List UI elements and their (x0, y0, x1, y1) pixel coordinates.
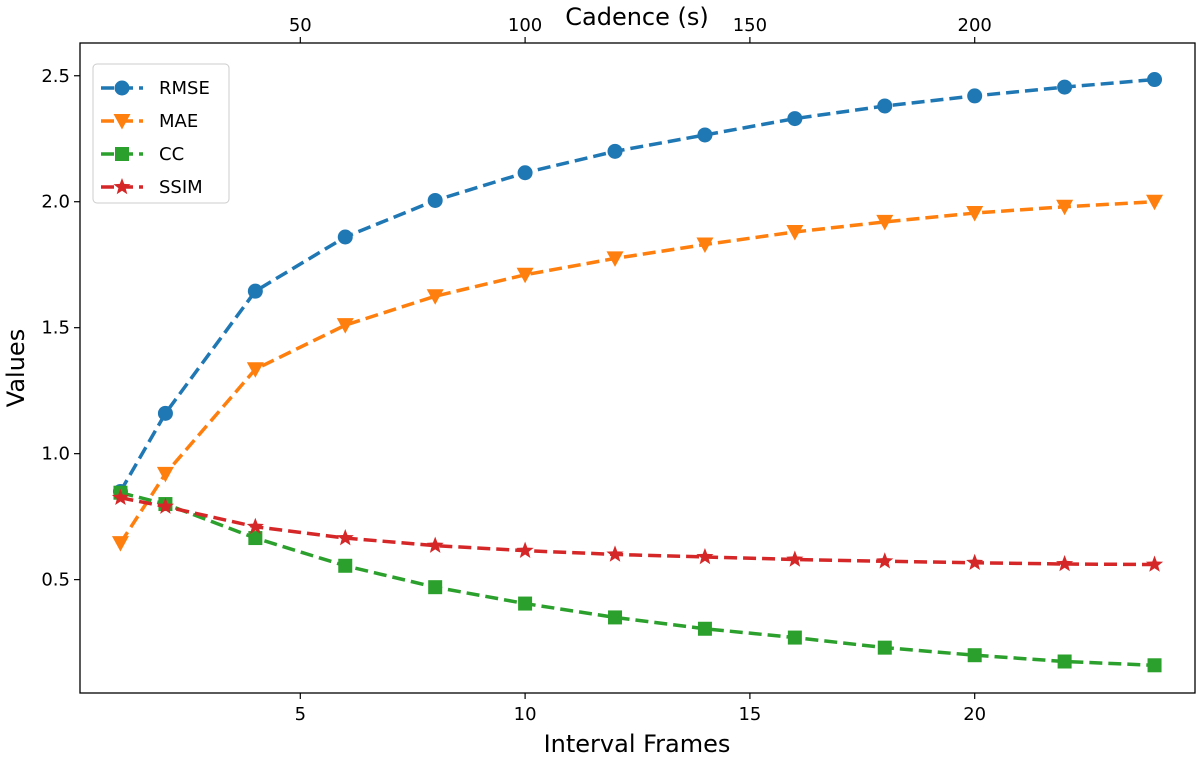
top-axis: 50 100 150 200 (289, 15, 992, 43)
left-axis: 0.5 1.0 1.5 2.0 2.5 (41, 66, 80, 591)
data-point-mae (876, 214, 894, 231)
data-point-cc (518, 596, 533, 611)
x-tick-label: 5 (295, 704, 306, 725)
data-point-mae (696, 237, 714, 254)
data-point-cc (877, 640, 892, 655)
data-point-ssim (966, 553, 984, 571)
legend-label-cc: CC (159, 144, 184, 165)
legend-marker-rmse (114, 80, 130, 96)
legend-item-ssim: SSIM (101, 177, 203, 198)
y-axis-title: Values (2, 329, 30, 407)
data-point-ssim (111, 488, 130, 506)
data-point-ssim (786, 550, 804, 567)
data-point-rmse (1147, 72, 1163, 88)
y-tick-label: 2.5 (41, 66, 70, 87)
data-point-mae (606, 251, 624, 267)
x-axis-title: Interval Frames (544, 730, 731, 757)
data-point-mae (1056, 199, 1074, 216)
legend-label-ssim: SSIM (159, 177, 203, 198)
series-rmse (112, 72, 1163, 499)
data-point-ssim (156, 497, 174, 514)
data-point-rmse (697, 127, 713, 143)
data-point-rmse (877, 98, 893, 114)
data-point-mae (246, 362, 264, 378)
legend-item-rmse: RMSE (101, 78, 210, 99)
data-point-ssim (1145, 555, 1164, 572)
data-point-ssim (336, 529, 354, 546)
y-tick-label: 0.5 (41, 570, 70, 591)
legend-item-mae: MAE (101, 111, 198, 132)
data-point-rmse (337, 229, 353, 245)
data-point-rmse (967, 88, 983, 104)
x2-tick-label: 150 (733, 15, 767, 36)
x2-tick-label: 50 (289, 15, 312, 36)
data-point-mae (111, 536, 129, 552)
legend-label-mae: MAE (159, 111, 198, 132)
data-point-mae (336, 318, 354, 334)
legend-marker-ssim (113, 178, 131, 195)
x2-axis-title: Cadence (s) (565, 3, 709, 31)
series-mae (111, 194, 1164, 552)
data-point-rmse (1057, 79, 1073, 95)
x2-tick-label: 200 (958, 15, 992, 36)
data-point-ssim (1056, 555, 1074, 572)
data-point-cc (428, 580, 443, 595)
y-tick-label: 2.0 (41, 192, 70, 213)
data-point-cc (608, 610, 623, 625)
data-point-ssim (516, 541, 534, 558)
data-point-cc (248, 531, 263, 546)
plot-area (79, 42, 1196, 694)
data-point-mae (156, 466, 174, 483)
legend: RMSE MAE CC SSIM (92, 63, 230, 204)
data-point-rmse (247, 283, 263, 299)
series-layer (111, 72, 1164, 673)
data-point-rmse (787, 111, 803, 127)
data-point-cc (697, 621, 712, 636)
x-tick-label: 10 (514, 704, 537, 725)
legend-item-cc: CC (101, 144, 184, 165)
data-point-ssim (606, 545, 624, 562)
x-tick-label: 20 (963, 704, 986, 725)
x2-tick-label: 100 (508, 15, 542, 36)
data-point-mae (966, 206, 984, 222)
data-point-cc (967, 648, 982, 663)
legend-label-rmse: RMSE (159, 78, 210, 99)
data-point-ssim (426, 536, 444, 553)
data-point-ssim (246, 517, 264, 534)
legend-marker-mae (113, 114, 131, 130)
data-point-rmse (607, 143, 623, 159)
data-point-mae (516, 267, 534, 284)
y-tick-label: 1.5 (41, 318, 70, 339)
data-point-mae (426, 289, 444, 305)
data-point-mae (1146, 194, 1164, 211)
x-tick-label: 15 (738, 704, 761, 725)
bottom-axis: 5 10 15 20 (295, 693, 986, 725)
data-point-cc (1147, 658, 1162, 673)
data-point-cc (1057, 654, 1072, 669)
data-point-ssim (696, 547, 714, 565)
series-cc (113, 485, 1162, 673)
data-point-rmse (157, 405, 173, 421)
series-ssim (111, 488, 1164, 572)
data-point-cc (338, 558, 353, 573)
data-point-rmse (517, 165, 533, 181)
data-point-rmse (427, 192, 443, 208)
legend-marker-cc (115, 147, 129, 161)
data-point-mae (786, 224, 804, 241)
data-point-cc (787, 630, 802, 645)
legend-frame (92, 63, 230, 204)
y-tick-label: 1.0 (41, 444, 70, 465)
data-point-ssim (876, 552, 894, 569)
